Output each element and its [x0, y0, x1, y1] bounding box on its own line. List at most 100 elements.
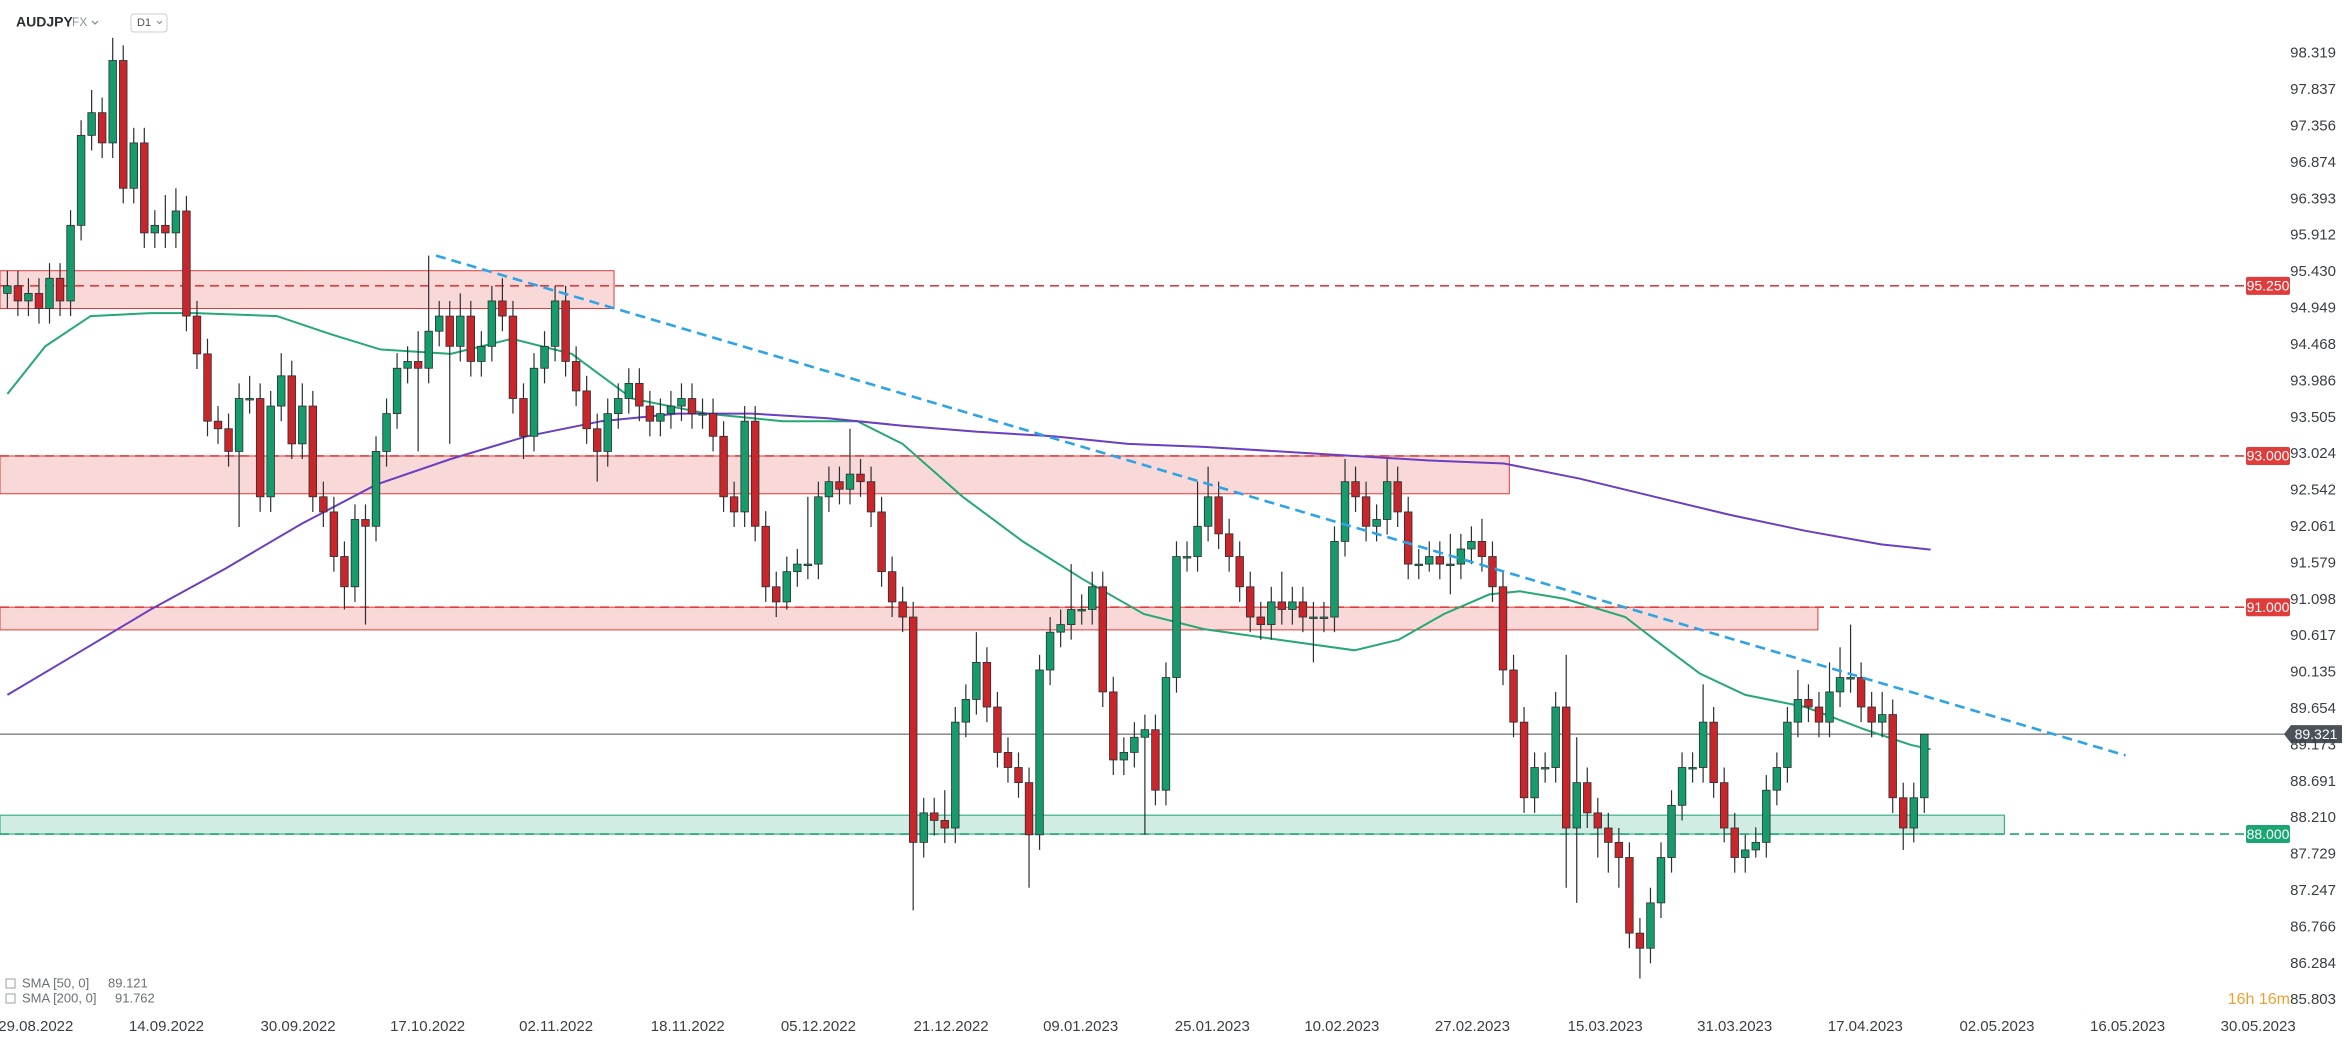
legend-icon[interactable]: [5, 993, 16, 1004]
candle-body: [1372, 519, 1381, 527]
candle-body: [1519, 721, 1529, 799]
candle-body: [108, 60, 117, 144]
x-tick-label: 31.03.2023: [1697, 1018, 1772, 1035]
interval-dropdown[interactable]: [156, 20, 163, 25]
level-label: 88.000: [2247, 826, 2290, 842]
level-badge: [2246, 276, 2290, 295]
x-tick-label: 02.05.2023: [1959, 1018, 2034, 1035]
y-tick-label: 89.654: [2290, 700, 2336, 717]
interval-box[interactable]: [130, 13, 168, 33]
candle-body: [1151, 729, 1160, 791]
candle-body: [982, 662, 992, 708]
candle-body: [1509, 669, 1518, 723]
y-tick-label: 92.542: [2290, 482, 2336, 499]
candle-body: [3, 285, 12, 294]
candle-body: [1583, 782, 1592, 814]
candle-body: [1551, 706, 1560, 768]
x-tick-label: 05.12.2022: [781, 1018, 856, 1035]
candle-body: [1477, 541, 1487, 557]
candle-body: [477, 345, 486, 362]
candle-body: [666, 405, 676, 415]
x-tick-label: 18.11.2022: [651, 1018, 725, 1035]
candle-body: [908, 616, 918, 843]
legend-icon[interactable]: [5, 978, 16, 989]
candle-body: [919, 812, 928, 843]
candle-body: [1730, 827, 1739, 858]
candle-body: [1646, 902, 1655, 949]
y-tick-label: 97.356: [2290, 118, 2336, 135]
candle-body: [508, 315, 518, 399]
candle-body: [814, 496, 823, 565]
candle-body: [87, 112, 96, 136]
y-tick-label: 89.173: [2290, 736, 2336, 753]
candle-body: [487, 300, 497, 347]
candle-body: [1867, 706, 1876, 723]
candle-body: [435, 315, 444, 332]
candle-body: [582, 390, 591, 430]
candle-body: [993, 706, 1002, 753]
candle-body: [34, 292, 44, 309]
candle-body: [329, 511, 339, 557]
candle-body: [1224, 533, 1234, 557]
sma-line: [6, 312, 1931, 751]
candle-body: [1846, 677, 1855, 680]
y-tick-label: 85.803: [2290, 991, 2336, 1008]
y-tick-label: 92.061: [2290, 518, 2336, 535]
x-tick-label: 17.04.2023: [1828, 1018, 1903, 1035]
x-tick-label: 15.03.2023: [1568, 1018, 1643, 1035]
candle-body: [1361, 496, 1371, 527]
symbol[interactable]: AUDJPY: [16, 14, 73, 30]
candle-body: [1203, 496, 1213, 527]
candle-body: [951, 721, 960, 829]
candle-body: [350, 519, 360, 588]
candle-body: [466, 315, 476, 362]
candle-body: [1467, 541, 1476, 550]
level-label: 95.250: [2247, 278, 2290, 294]
legend-name: SMA [50, 0]: [22, 975, 89, 990]
candle-body: [1288, 601, 1297, 610]
candle-body: [161, 224, 170, 234]
candle-body: [1024, 782, 1034, 836]
candle-body: [940, 820, 949, 829]
candle-body: [1319, 616, 1329, 619]
candle-body: [772, 586, 781, 603]
candle-body: [656, 413, 665, 422]
candle-body: [761, 525, 770, 588]
y-tick-label: 90.617: [2290, 627, 2336, 644]
candle-body: [1593, 812, 1602, 829]
candle-body: [1393, 481, 1402, 513]
candle-body: [972, 662, 981, 700]
candle-body: [1719, 782, 1729, 829]
candle-body: [1246, 586, 1255, 618]
candle-body: [129, 142, 138, 189]
candle-body: [119, 60, 128, 189]
candle-body: [740, 420, 749, 513]
candle-body: [1899, 797, 1908, 829]
x-tick-label: 21.12.2022: [914, 1018, 989, 1035]
candle-body: [456, 315, 465, 347]
candle-body: [1098, 586, 1107, 693]
candle-body: [45, 277, 54, 309]
candle-body: [1077, 609, 1086, 612]
candle-body: [624, 382, 633, 399]
candle-body: [1404, 511, 1413, 565]
candle-body: [1340, 481, 1350, 542]
candle-body: [392, 367, 402, 415]
candle-body: [192, 315, 202, 355]
candle-body: [1877, 714, 1887, 723]
candle-body: [1656, 857, 1666, 904]
legend-value: 89.121: [108, 975, 148, 990]
candle-body: [140, 142, 149, 234]
market-dropdown[interactable]: [91, 20, 99, 25]
candle-body: [856, 473, 865, 483]
legend-name: SMA [200, 0]: [22, 990, 96, 1005]
x-tick-label: 27.02.2023: [1435, 1018, 1510, 1035]
candle-body: [793, 563, 802, 573]
candle-body: [1256, 616, 1265, 625]
interval[interactable]: D1: [137, 17, 151, 29]
candle-body: [1267, 601, 1276, 625]
candle-body: [1309, 616, 1318, 619]
